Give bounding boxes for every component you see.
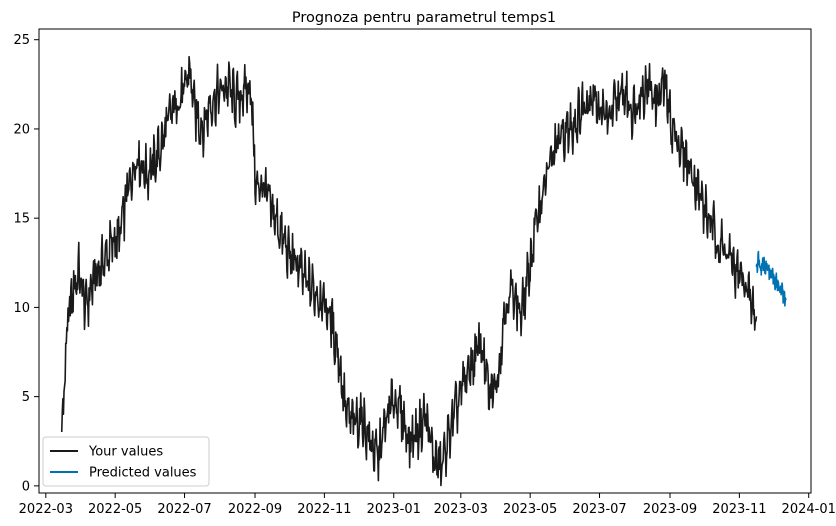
y-axis: 0 5 10 15 20 25	[13, 33, 39, 494]
x-tick-label: 2022-11	[297, 502, 351, 517]
legend-label-your-values: Your values	[88, 445, 163, 460]
x-tick-label: 2023-11	[712, 502, 766, 517]
x-tick-label: 2023-07	[572, 502, 626, 517]
x-axis: 2022-03 2022-05 2022-07 2022-09 2022-11 2023-…	[19, 493, 836, 517]
y-tick-label: 0	[22, 479, 30, 494]
y-tick-label: 15	[13, 212, 30, 227]
series-line-predicted-values	[755, 250, 787, 307]
y-tick-label: 20	[13, 122, 30, 137]
legend: Your values Predicted values	[42, 436, 210, 487]
x-tick-label: 2022-07	[157, 502, 211, 517]
x-tick-label: 2023-01	[367, 502, 421, 517]
x-tick-label: 2022-05	[88, 502, 142, 517]
legend-label-predicted-values: Predicted values	[89, 466, 197, 481]
y-tick-label: 10	[13, 301, 30, 316]
x-tick-label: 2023-09	[643, 502, 697, 517]
x-tick-label: 2024-01	[782, 502, 836, 517]
y-tick-label: 5	[22, 390, 30, 405]
series-line-your-values	[60, 55, 758, 487]
x-tick-label: 2022-09	[228, 502, 282, 517]
x-tick-label: 2022-03	[19, 502, 73, 517]
x-tick-label: 2023-05	[503, 502, 557, 517]
plot-area	[38, 28, 812, 494]
legend-box	[42, 436, 210, 487]
x-tick-label: 2023-03	[434, 502, 488, 517]
y-tick-label: 25	[13, 33, 30, 48]
chart-title: Prognoza pentru parametrul temps1	[292, 10, 556, 26]
